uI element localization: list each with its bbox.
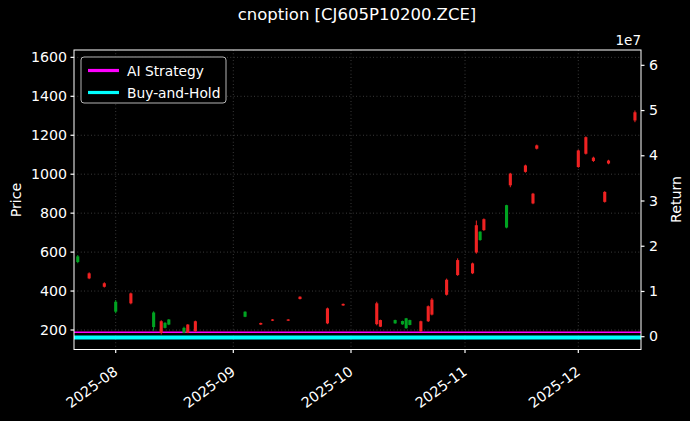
candle-body: [129, 293, 132, 303]
y-axis-label-left: Price: [8, 183, 24, 218]
candle-body: [577, 150, 580, 167]
y-tick-label-right: 1: [649, 283, 658, 299]
y-tick-label-left: 1600: [31, 49, 67, 65]
candle-body: [427, 306, 430, 321]
candle-body: [531, 194, 534, 204]
candle-body: [244, 312, 247, 317]
candle-body: [524, 165, 527, 171]
candle-body: [535, 145, 538, 148]
y-tick-label-left: 1400: [31, 88, 67, 104]
candle-body: [633, 112, 636, 120]
y-tick-label-left: 400: [40, 283, 67, 299]
candle-body: [103, 283, 106, 287]
candle-body: [186, 325, 189, 333]
candle-body: [482, 219, 485, 230]
candle-body: [167, 319, 170, 324]
x-tick-label: 2025-12: [526, 363, 583, 411]
candle-body: [419, 321, 422, 331]
legend: AI Strategy Buy-and-Hold: [81, 57, 226, 103]
candle-body: [509, 174, 512, 186]
y-tick-label-right: 5: [649, 102, 658, 118]
y-tick-label-left: 200: [40, 322, 67, 338]
y-tick-label-left: 600: [40, 244, 67, 260]
series-layer: [74, 111, 641, 338]
candle-body: [88, 273, 91, 278]
candle-body: [194, 321, 197, 331]
x-tick-label: 2025-09: [181, 363, 238, 411]
candle-body: [445, 280, 448, 295]
y-tick-label-right: 4: [649, 147, 658, 163]
candle-body: [405, 318, 408, 328]
candle-body: [271, 319, 274, 320]
candle-body: [379, 320, 382, 327]
candle-body: [603, 192, 606, 202]
y-axis-label-right: Return: [668, 176, 684, 223]
candle-body: [182, 328, 185, 333]
candle-body: [76, 256, 79, 262]
candle-body: [394, 320, 397, 323]
candle-body: [471, 263, 474, 273]
candle-body: [160, 321, 163, 332]
candle-body: [607, 161, 610, 164]
x-tick-label: 2025-10: [298, 363, 355, 411]
candle-body: [326, 308, 329, 323]
candle-body: [259, 323, 262, 325]
candle-body: [287, 319, 290, 320]
y-tick-label-left: 1000: [31, 166, 67, 182]
axis-offset-text: 1e7: [616, 32, 641, 48]
axes-layer: 200 400 600 800 1000 1200 1400 1600 0 1 2 3 4 5 6 2025-…: [31, 49, 658, 411]
legend-label-ai-strategy: AI Strategy: [127, 63, 204, 79]
y-tick-label-right: 0: [649, 328, 658, 344]
chart-title: cnoption [CJ605P10200.ZCE]: [238, 5, 477, 24]
candle-body: [152, 312, 155, 327]
candle-body: [408, 320, 411, 325]
x-tick-label: 2025-11: [412, 363, 469, 411]
y-tick-label-right: 6: [649, 57, 658, 73]
candle-body: [584, 137, 587, 154]
y-tick-label-left: 1200: [31, 127, 67, 143]
candle-body: [342, 304, 345, 306]
candle-body: [456, 260, 459, 275]
y-tick-label-right: 2: [649, 238, 658, 254]
candle-body: [430, 300, 433, 315]
legend-label-buy-and-hold: Buy-and-Hold: [127, 85, 220, 101]
candle-body: [505, 205, 508, 227]
y-tick-label-left: 800: [40, 205, 67, 221]
candle-body: [298, 297, 301, 299]
candlestick-chart: 200 400 600 800 1000 1200 1400 1600 0 1 2 3 4 5 6 2025-…: [0, 0, 690, 421]
candle-body: [479, 232, 482, 240]
candle-body: [114, 302, 117, 312]
candle-body: [475, 225, 478, 252]
candle-body: [163, 323, 166, 328]
candle-body: [592, 158, 595, 161]
y-tick-label-right: 3: [649, 193, 658, 209]
x-tick-label: 2025-08: [63, 363, 120, 411]
candle-body: [401, 321, 404, 324]
candle-body: [375, 303, 378, 324]
